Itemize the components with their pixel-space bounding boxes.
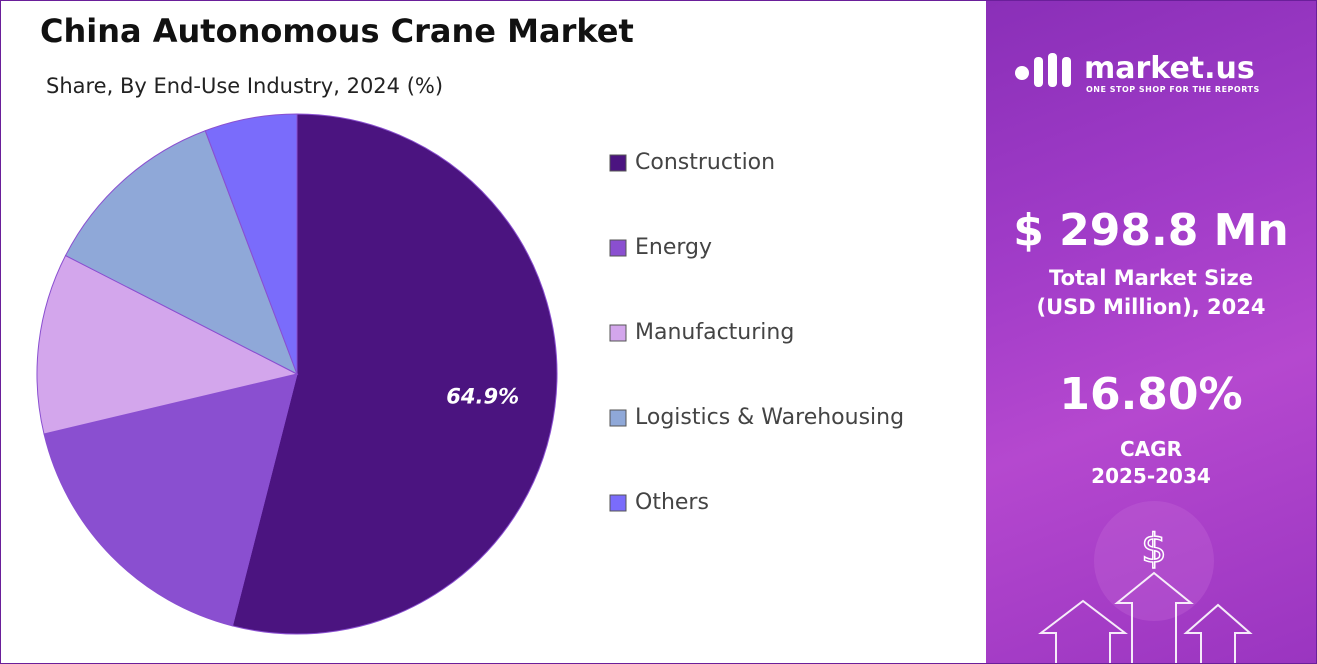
legend-swatch — [609, 154, 627, 172]
chart: China Autonomous Crane Market Share, By … — [36, 12, 904, 635]
pie-slice — [204, 113, 298, 375]
svg-text:$: $ — [1141, 526, 1166, 572]
legend-label: Logistics & Warehousing — [635, 405, 904, 430]
legend-swatch — [609, 239, 627, 257]
legend-label: Construction — [635, 150, 775, 175]
data-label: 64.9% — [446, 384, 519, 408]
market-size: $ 298.8 Mn — [1013, 205, 1289, 256]
pie-slice — [43, 373, 298, 627]
chart-subtitle: Share, By End-Use Industry, 2024 (%) — [46, 74, 443, 98]
pie-slice — [231, 113, 558, 635]
legend-label: Others — [635, 490, 709, 515]
chart-title: China Autonomous Crane Market — [40, 12, 634, 50]
cagr-label: CAGR — [1120, 437, 1182, 461]
tagline: ONE STOP SHOP FOR THE REPORTS — [1086, 85, 1260, 94]
pie-slice — [64, 130, 298, 376]
legend-swatch — [609, 409, 627, 427]
brand: market.us — [1084, 51, 1255, 86]
pie-slice — [36, 254, 299, 435]
legend-label: Manufacturing — [635, 320, 794, 345]
panel-decor: $ — [1015, 53, 1253, 663]
legend-swatch — [609, 324, 627, 342]
cagr: 16.80% — [1059, 369, 1243, 420]
market-size-label: Total Market Size — [1049, 266, 1253, 290]
legend-swatch — [609, 494, 627, 512]
side-panel: $ market.us ONE STOP SHOP FOR THE REPORT… — [986, 1, 1316, 663]
cagr-period: 2025-2034 — [1091, 464, 1211, 488]
market-size-sub: (USD Million), 2024 — [1036, 295, 1266, 319]
legend-label: Energy — [635, 235, 712, 260]
